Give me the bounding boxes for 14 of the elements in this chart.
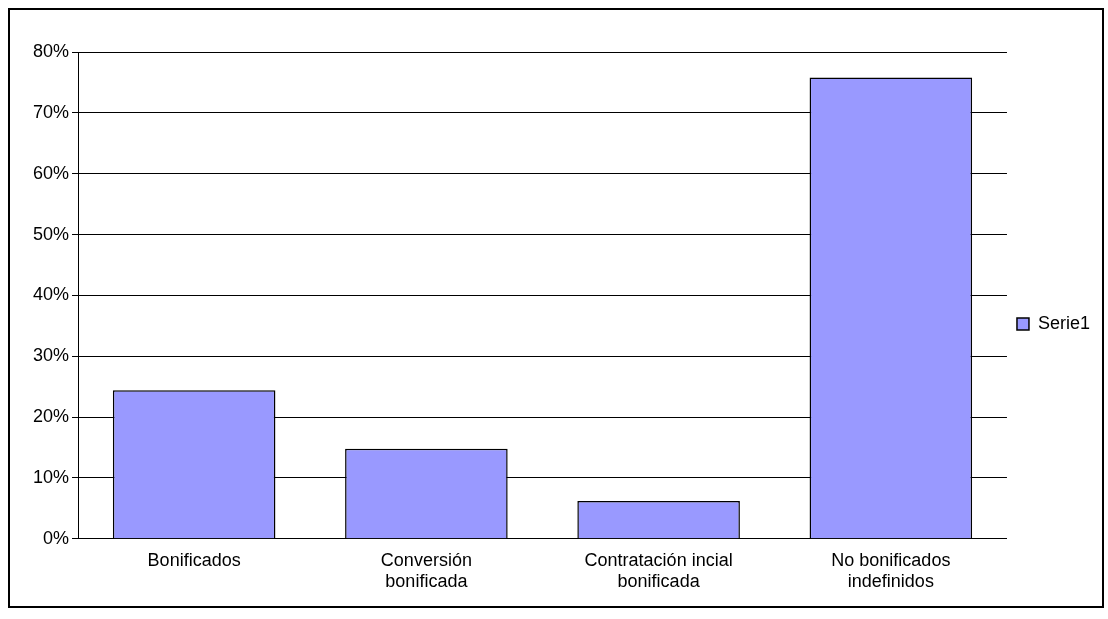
y-tick-label: 10%	[33, 466, 70, 487]
legend-label: Serie1	[1037, 312, 1090, 333]
y-tick-label: 60%	[33, 162, 70, 183]
y-tick-label: 40%	[33, 284, 70, 305]
x-tick-label: Contratación incial bonificada	[584, 549, 733, 592]
y-tick-label: 20%	[33, 406, 70, 427]
x-tick-label: No bonificados indefinidos	[831, 549, 951, 592]
y-tick-label: 50%	[33, 223, 70, 244]
y-tick-label: 0%	[43, 527, 70, 548]
x-tick-label: Bonificados	[147, 549, 241, 570]
y-tick-label: 30%	[33, 345, 70, 366]
y-tick-label: 70%	[33, 101, 70, 122]
x-tick-label: Conversión bonificada	[380, 549, 472, 592]
y-tick-label: 80%	[33, 40, 70, 61]
